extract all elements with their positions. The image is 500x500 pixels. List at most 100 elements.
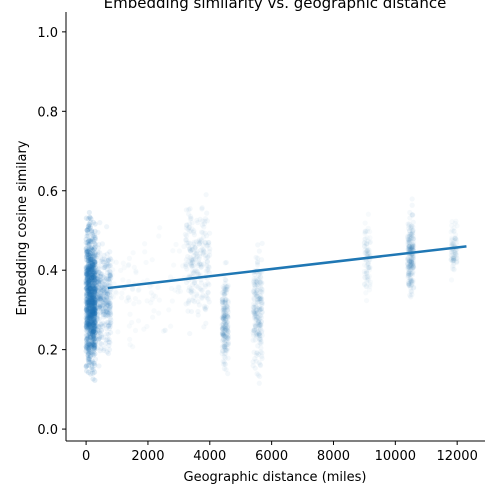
- x-tick-label: 4000: [193, 449, 226, 464]
- scatter-point: [100, 281, 105, 286]
- scatter-point: [108, 320, 113, 325]
- scatter-point: [97, 220, 102, 225]
- scatter-point: [133, 328, 138, 333]
- scatter-point: [86, 280, 91, 285]
- scatter-point: [120, 277, 125, 282]
- scatter-point: [203, 253, 208, 258]
- scatter-point: [407, 210, 412, 215]
- scatter-point: [367, 229, 372, 234]
- scatter-point: [93, 357, 98, 362]
- scatter-point: [108, 303, 113, 308]
- scatter-point: [366, 212, 371, 217]
- scatter-point: [206, 282, 211, 287]
- scatter-point: [364, 298, 369, 303]
- scatter-point: [130, 286, 135, 291]
- x-axis-title: Geographic distance (miles): [184, 470, 367, 485]
- scatter-point: [84, 216, 89, 221]
- scatter-point: [204, 192, 209, 197]
- scatter-point: [410, 203, 415, 208]
- scatter-point: [367, 267, 372, 272]
- scatter-points: [84, 192, 460, 386]
- scatter-point: [171, 262, 176, 267]
- scatter-point: [106, 351, 111, 356]
- scatter-point: [207, 231, 212, 236]
- scatter-point: [97, 264, 102, 269]
- scatter-point: [256, 373, 261, 378]
- scatter-point: [192, 250, 197, 255]
- scatter-point: [199, 206, 204, 211]
- scatter-point: [258, 313, 263, 318]
- scatter-point: [363, 290, 368, 295]
- scatter-point: [408, 276, 413, 281]
- scatter-point: [112, 281, 117, 286]
- scatter-point: [87, 210, 92, 215]
- scatter-point: [108, 312, 113, 317]
- scatter-point: [127, 337, 132, 342]
- scatter-point: [260, 287, 265, 292]
- scatter-point: [221, 343, 226, 348]
- scatter-point: [254, 359, 259, 364]
- scatter-point: [93, 307, 98, 312]
- scatter-point: [205, 267, 210, 272]
- x-tick-label: 0: [82, 449, 90, 464]
- scatter-point: [96, 270, 101, 275]
- scatter-point: [86, 349, 91, 354]
- scatter-point: [94, 287, 99, 292]
- scatter-point: [96, 363, 101, 368]
- x-tick-label: 10000: [375, 449, 416, 464]
- scatter-point: [189, 286, 194, 291]
- y-axis-ticks: 0.00.20.40.60.81.0: [37, 26, 66, 438]
- scatter-point: [156, 233, 161, 238]
- scatter-point: [98, 331, 103, 336]
- scatter-point: [225, 314, 230, 319]
- scatter-point: [367, 284, 372, 289]
- scatter-point: [126, 295, 131, 300]
- y-tick-label: 0.2: [37, 344, 58, 359]
- scatter-point: [205, 290, 210, 295]
- chart-title: Embedding similarity vs. geographic dist…: [104, 0, 447, 12]
- scatter-point: [150, 315, 155, 320]
- scatter-point: [451, 229, 456, 234]
- x-tick-label: 6000: [255, 449, 288, 464]
- scatter-point: [454, 253, 459, 258]
- scatter-point: [126, 279, 131, 284]
- scatter-point: [251, 278, 256, 283]
- scatter-point: [197, 302, 202, 307]
- scatter-point: [177, 248, 182, 253]
- scatter-point: [84, 363, 89, 368]
- scatter-point: [86, 266, 91, 271]
- scatter-point: [107, 249, 112, 254]
- scatter-point: [166, 307, 171, 312]
- scatter-point: [223, 351, 228, 356]
- scatter-point: [188, 206, 193, 211]
- scatter-point: [155, 285, 160, 290]
- scatter-point: [136, 318, 141, 323]
- scatter-point: [222, 338, 227, 343]
- scatter-point: [133, 270, 138, 275]
- scatter-point: [131, 301, 136, 306]
- scatter-point: [98, 259, 103, 264]
- scatter-point: [452, 236, 457, 241]
- scatter-point: [118, 268, 123, 273]
- scatter-point: [87, 222, 92, 227]
- scatter-point: [142, 241, 147, 246]
- scatter-point: [102, 346, 107, 351]
- scatter-point: [190, 298, 195, 303]
- scatter-point: [191, 271, 196, 276]
- y-tick-label: 0.8: [37, 105, 58, 120]
- y-axis-title: Embedding cosine similary: [15, 140, 30, 315]
- scatter-point: [104, 224, 109, 229]
- scatter-point: [115, 329, 120, 334]
- scatter-point: [121, 261, 126, 266]
- scatter-point: [93, 260, 98, 265]
- x-tick-label: 8000: [317, 449, 350, 464]
- scatter-point: [223, 278, 228, 283]
- scatter-point: [142, 249, 147, 254]
- scatter-point: [409, 260, 414, 265]
- scatter-point: [111, 294, 116, 299]
- scatter-point: [153, 294, 158, 299]
- scatter-point: [131, 250, 136, 255]
- scatter-point: [259, 339, 264, 344]
- scatter-point: [196, 312, 201, 317]
- scatter-point: [85, 249, 90, 254]
